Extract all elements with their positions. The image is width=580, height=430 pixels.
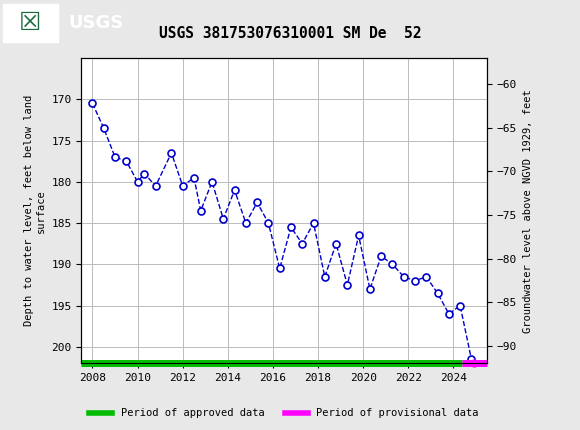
Y-axis label: Depth to water level, feet below land
surface: Depth to water level, feet below land su… [24,95,46,326]
Text: ☒: ☒ [19,11,41,34]
Y-axis label: Groundwater level above NGVD 1929, feet: Groundwater level above NGVD 1929, feet [523,89,532,332]
FancyBboxPatch shape [3,3,58,42]
Text: USGS: USGS [68,14,124,31]
Text: USGS 381753076310001 SM De  52: USGS 381753076310001 SM De 52 [159,26,421,41]
Legend: Period of approved data, Period of provisional data: Period of approved data, Period of provi… [85,404,483,423]
